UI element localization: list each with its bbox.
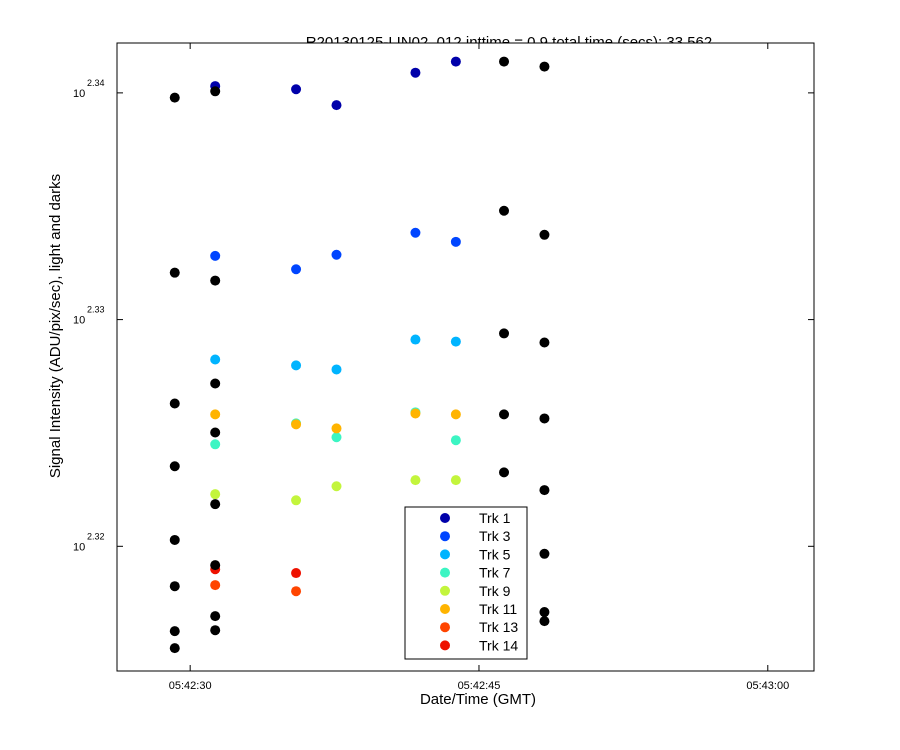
- point-trk-7: [450, 435, 461, 446]
- y-tick-label-base: 10: [73, 541, 85, 553]
- x-tick-label: 05:42:45: [458, 680, 501, 692]
- point-trk-9: [450, 475, 461, 486]
- legend-marker: [440, 622, 450, 633]
- legend-marker: [440, 549, 450, 560]
- y-tick-label-exponent: 2.32: [87, 531, 105, 541]
- point-trk-7: [331, 432, 342, 443]
- legend-marker: [440, 567, 450, 578]
- point-dark: [210, 275, 221, 286]
- point-trk-14: [291, 568, 302, 579]
- point-dark: [539, 548, 550, 559]
- y-tick-label-exponent: 2.33: [87, 305, 105, 315]
- point-trk-9: [291, 495, 302, 506]
- x-axis-label: Date/Time (GMT): [420, 691, 536, 708]
- point-dark: [210, 625, 221, 636]
- legend-label: Trk 13: [479, 619, 518, 635]
- point-dark: [169, 398, 180, 409]
- legend-label: Trk 7: [479, 565, 511, 581]
- point-dark: [169, 461, 180, 472]
- point-dark: [539, 61, 550, 72]
- point-trk-11: [331, 423, 342, 434]
- point-dark: [210, 86, 221, 97]
- point-dark: [169, 626, 180, 637]
- legend-marker: [440, 604, 450, 614]
- point-dark: [169, 267, 180, 278]
- y-tick-label-base: 10: [73, 88, 85, 100]
- legend-label: Trk 5: [479, 546, 511, 562]
- point-trk-9: [410, 475, 421, 486]
- legend-label: Trk 1: [479, 510, 511, 526]
- point-dark: [169, 643, 180, 654]
- point-trk-3: [210, 250, 221, 261]
- point-dark: [539, 337, 550, 348]
- point-trk-5: [291, 360, 302, 371]
- point-trk-5: [410, 334, 421, 345]
- point-trk-11: [291, 419, 302, 430]
- legend-label: Trk 3: [479, 528, 511, 544]
- y-tick-label-base: 10: [73, 315, 85, 327]
- point-trk-1: [450, 56, 461, 67]
- legend: Trk 1 Trk 3 Trk 5 Trk 7 Trk 9 Trk 11 Trk 13 Trk…: [404, 506, 528, 660]
- y-axis-label: Signal Intensity (ADU/pix/sec), light an…: [47, 174, 64, 478]
- point-trk-3: [410, 227, 421, 238]
- legend-label: Trk 9: [479, 583, 511, 599]
- point-trk-11: [410, 408, 421, 419]
- point-trk-13: [210, 580, 221, 591]
- legend-marker: [440, 585, 450, 596]
- point-dark: [539, 607, 550, 618]
- y-tick-label-exponent: 2.34: [87, 78, 105, 88]
- point-trk-7: [210, 439, 221, 450]
- point-dark: [169, 534, 180, 545]
- x-tick-label: 05:42:30: [169, 680, 212, 692]
- point-trk-11: [210, 409, 221, 420]
- legend-box: [404, 506, 528, 660]
- point-trk-3: [331, 249, 342, 260]
- point-trk-11: [450, 409, 461, 420]
- point-dark: [499, 328, 510, 339]
- point-trk-3: [450, 236, 461, 247]
- point-dark: [210, 378, 221, 389]
- point-dark: [499, 467, 510, 478]
- legend-marker: [440, 513, 450, 523]
- x-tick-label: 05:43:00: [746, 680, 789, 692]
- point-trk-3: [291, 264, 302, 275]
- point-trk-1: [291, 84, 302, 95]
- point-dark: [499, 409, 510, 420]
- point-trk-1: [410, 67, 421, 78]
- point-trk-5: [210, 354, 221, 365]
- legend-label: Trk 14: [479, 637, 518, 653]
- point-dark: [169, 92, 180, 103]
- legend-marker: [440, 640, 450, 651]
- legend-label: Trk 11: [479, 601, 517, 617]
- point-dark: [169, 581, 180, 592]
- legend-marker: [440, 531, 450, 542]
- point-trk-13: [291, 586, 302, 597]
- point-dark: [210, 499, 221, 510]
- point-dark: [539, 616, 550, 627]
- point-trk-1: [331, 100, 342, 111]
- point-dark: [499, 205, 510, 216]
- point-trk-5: [450, 336, 461, 347]
- point-dark: [210, 427, 221, 438]
- point-dark: [539, 485, 550, 496]
- point-dark: [210, 611, 221, 622]
- point-trk-9: [331, 481, 342, 492]
- point-dark: [210, 560, 221, 571]
- point-trk-5: [331, 364, 342, 375]
- point-dark: [539, 413, 550, 424]
- point-trk-9: [210, 489, 221, 500]
- x-axis: 05:42:30 05:42:45 05:43:00: [169, 43, 789, 692]
- point-dark: [499, 56, 510, 67]
- point-dark: [539, 229, 550, 240]
- data-points: [169, 56, 550, 654]
